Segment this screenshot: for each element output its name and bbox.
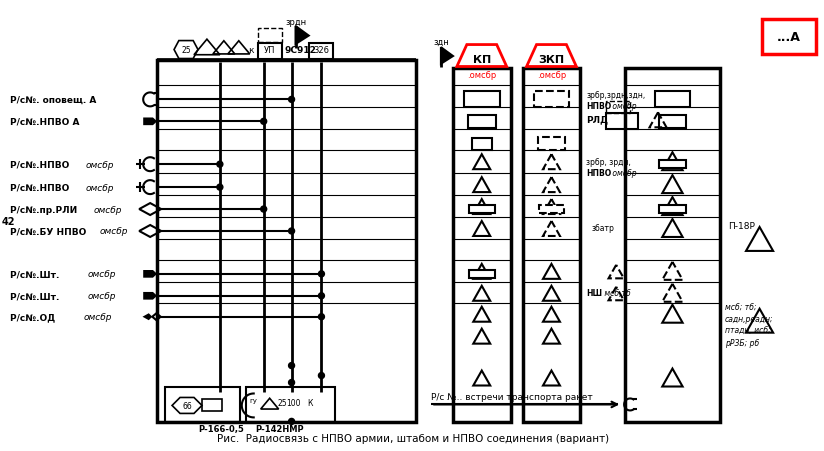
Text: Р/с№.НПВО: Р/с№.НПВО [10, 183, 73, 192]
Text: садн,реадн;: садн,реадн; [725, 314, 774, 323]
Polygon shape [143, 292, 157, 300]
Text: Р/с№. оповещ. А: Р/с№. оповещ. А [10, 96, 96, 105]
Text: Р-142НМР: Р-142НМР [255, 424, 304, 433]
Text: ЗКП: ЗКП [538, 55, 564, 65]
Text: УП: УП [264, 46, 275, 55]
Circle shape [288, 380, 294, 386]
Text: мсб; тб;: мсб; тб; [725, 303, 756, 312]
Polygon shape [441, 48, 453, 64]
Text: омсбр: омсбр [87, 270, 116, 279]
Text: НШ: НШ [587, 289, 602, 298]
Polygon shape [143, 118, 157, 126]
Text: омсбр: омсбр [87, 292, 116, 301]
Text: Р/с№.БУ НПВО: Р/с№.БУ НПВО [10, 227, 89, 236]
Text: омсбр: омсбр [611, 168, 637, 177]
Bar [533, 92, 569, 108]
Bar [606, 114, 638, 130]
Bar [258, 43, 282, 60]
Text: НПВО: НПВО [587, 101, 611, 110]
Bar [468, 116, 496, 129]
Text: П-18Р: П-18Р [728, 222, 755, 231]
Text: мсб,тб: мсб,тб [602, 289, 631, 298]
Circle shape [288, 97, 294, 103]
Bar [464, 92, 499, 108]
Circle shape [318, 293, 325, 299]
Text: 25: 25 [181, 46, 191, 55]
Text: зрбр,зрдн,здн,: зрбр,зрдн,здн, [587, 91, 645, 100]
Circle shape [288, 363, 294, 369]
Text: К: К [307, 398, 312, 407]
Text: Р/с№.НПВО: Р/с№.НПВО [10, 161, 73, 169]
Bar [310, 43, 334, 60]
Text: омсбр: омсбр [611, 101, 637, 110]
Text: Р/с№.ОД: Р/с№.ОД [10, 313, 58, 322]
Text: 9С912: 9С912 [284, 46, 316, 55]
Text: зрбр, зрдн,: зрбр, зрдн, [587, 157, 631, 166]
Bar [625, 69, 719, 423]
Text: зрдн: зрдн [285, 18, 306, 27]
Bar [658, 116, 686, 129]
Text: .омсбр: .омсбр [467, 71, 496, 80]
Text: омсбр: омсбр [83, 313, 112, 322]
Text: к: к [248, 46, 254, 55]
Bar [761, 19, 817, 55]
Bar [539, 206, 564, 214]
Bar [522, 69, 580, 423]
Polygon shape [143, 271, 157, 278]
Polygon shape [296, 27, 309, 45]
Text: збатр: збатр [592, 224, 614, 233]
Text: омсбр: омсбр [86, 183, 114, 192]
Bar [157, 60, 416, 423]
Text: птадн, исб;: птадн, исб; [725, 327, 770, 336]
Text: РЛД: РЛД [587, 115, 608, 124]
Text: Р/с№.Шт.: Р/с№.Шт. [10, 270, 63, 279]
Text: омсбр: омсбр [86, 161, 114, 169]
Bar [258, 28, 282, 42]
Circle shape [260, 207, 267, 212]
Text: 66: 66 [182, 401, 192, 410]
Text: ...А: ...А [776, 31, 800, 44]
Bar [469, 270, 494, 278]
Text: Р/с№.пр.РЛИ: Р/с№.пр.РЛИ [10, 205, 80, 214]
Circle shape [217, 185, 222, 191]
Text: 326: 326 [313, 46, 330, 55]
Bar [165, 388, 240, 423]
Circle shape [288, 229, 294, 235]
Circle shape [318, 373, 325, 379]
Bar [453, 69, 511, 423]
Text: Р/с№.НПВО А: Р/с№.НПВО А [10, 118, 79, 127]
Text: здн: здн [433, 38, 449, 47]
Text: Рис.  Радиосвязь с НПВО армии, штабом и НПВО соединения (вариант): Рис. Радиосвязь с НПВО армии, штабом и Н… [217, 433, 609, 443]
Text: КП: КП [473, 55, 491, 65]
Bar [537, 138, 565, 151]
Circle shape [318, 314, 325, 320]
Text: 42: 42 [2, 216, 16, 226]
Bar [654, 92, 691, 108]
Bar [472, 139, 492, 151]
Bar [658, 206, 686, 214]
Bar [606, 102, 630, 114]
Bar [469, 206, 494, 214]
Circle shape [288, 419, 294, 424]
Circle shape [217, 162, 222, 168]
Text: Р/с№.Шт.: Р/с№.Шт. [10, 292, 63, 301]
Bar [658, 161, 686, 169]
Bar [246, 388, 335, 423]
Text: НПВО: НПВО [587, 168, 611, 177]
Circle shape [318, 271, 325, 277]
Text: омсбр: омсбр [93, 205, 122, 214]
Text: рРЗБ; рб: рРЗБ; рб [725, 338, 759, 347]
Text: Р/с №.. встречи транспорта ракет: Р/с №.. встречи транспорта ракет [431, 392, 592, 401]
Text: .омсбр: .омсбр [537, 71, 566, 80]
Polygon shape [143, 313, 152, 321]
Bar [202, 400, 222, 411]
Text: 100: 100 [286, 398, 301, 407]
Text: Р-166-0,5: Р-166-0,5 [198, 424, 244, 433]
Text: 25: 25 [278, 398, 288, 407]
Text: гу: гу [250, 398, 258, 404]
Circle shape [260, 119, 267, 125]
Text: омсбр: омсбр [100, 227, 128, 236]
